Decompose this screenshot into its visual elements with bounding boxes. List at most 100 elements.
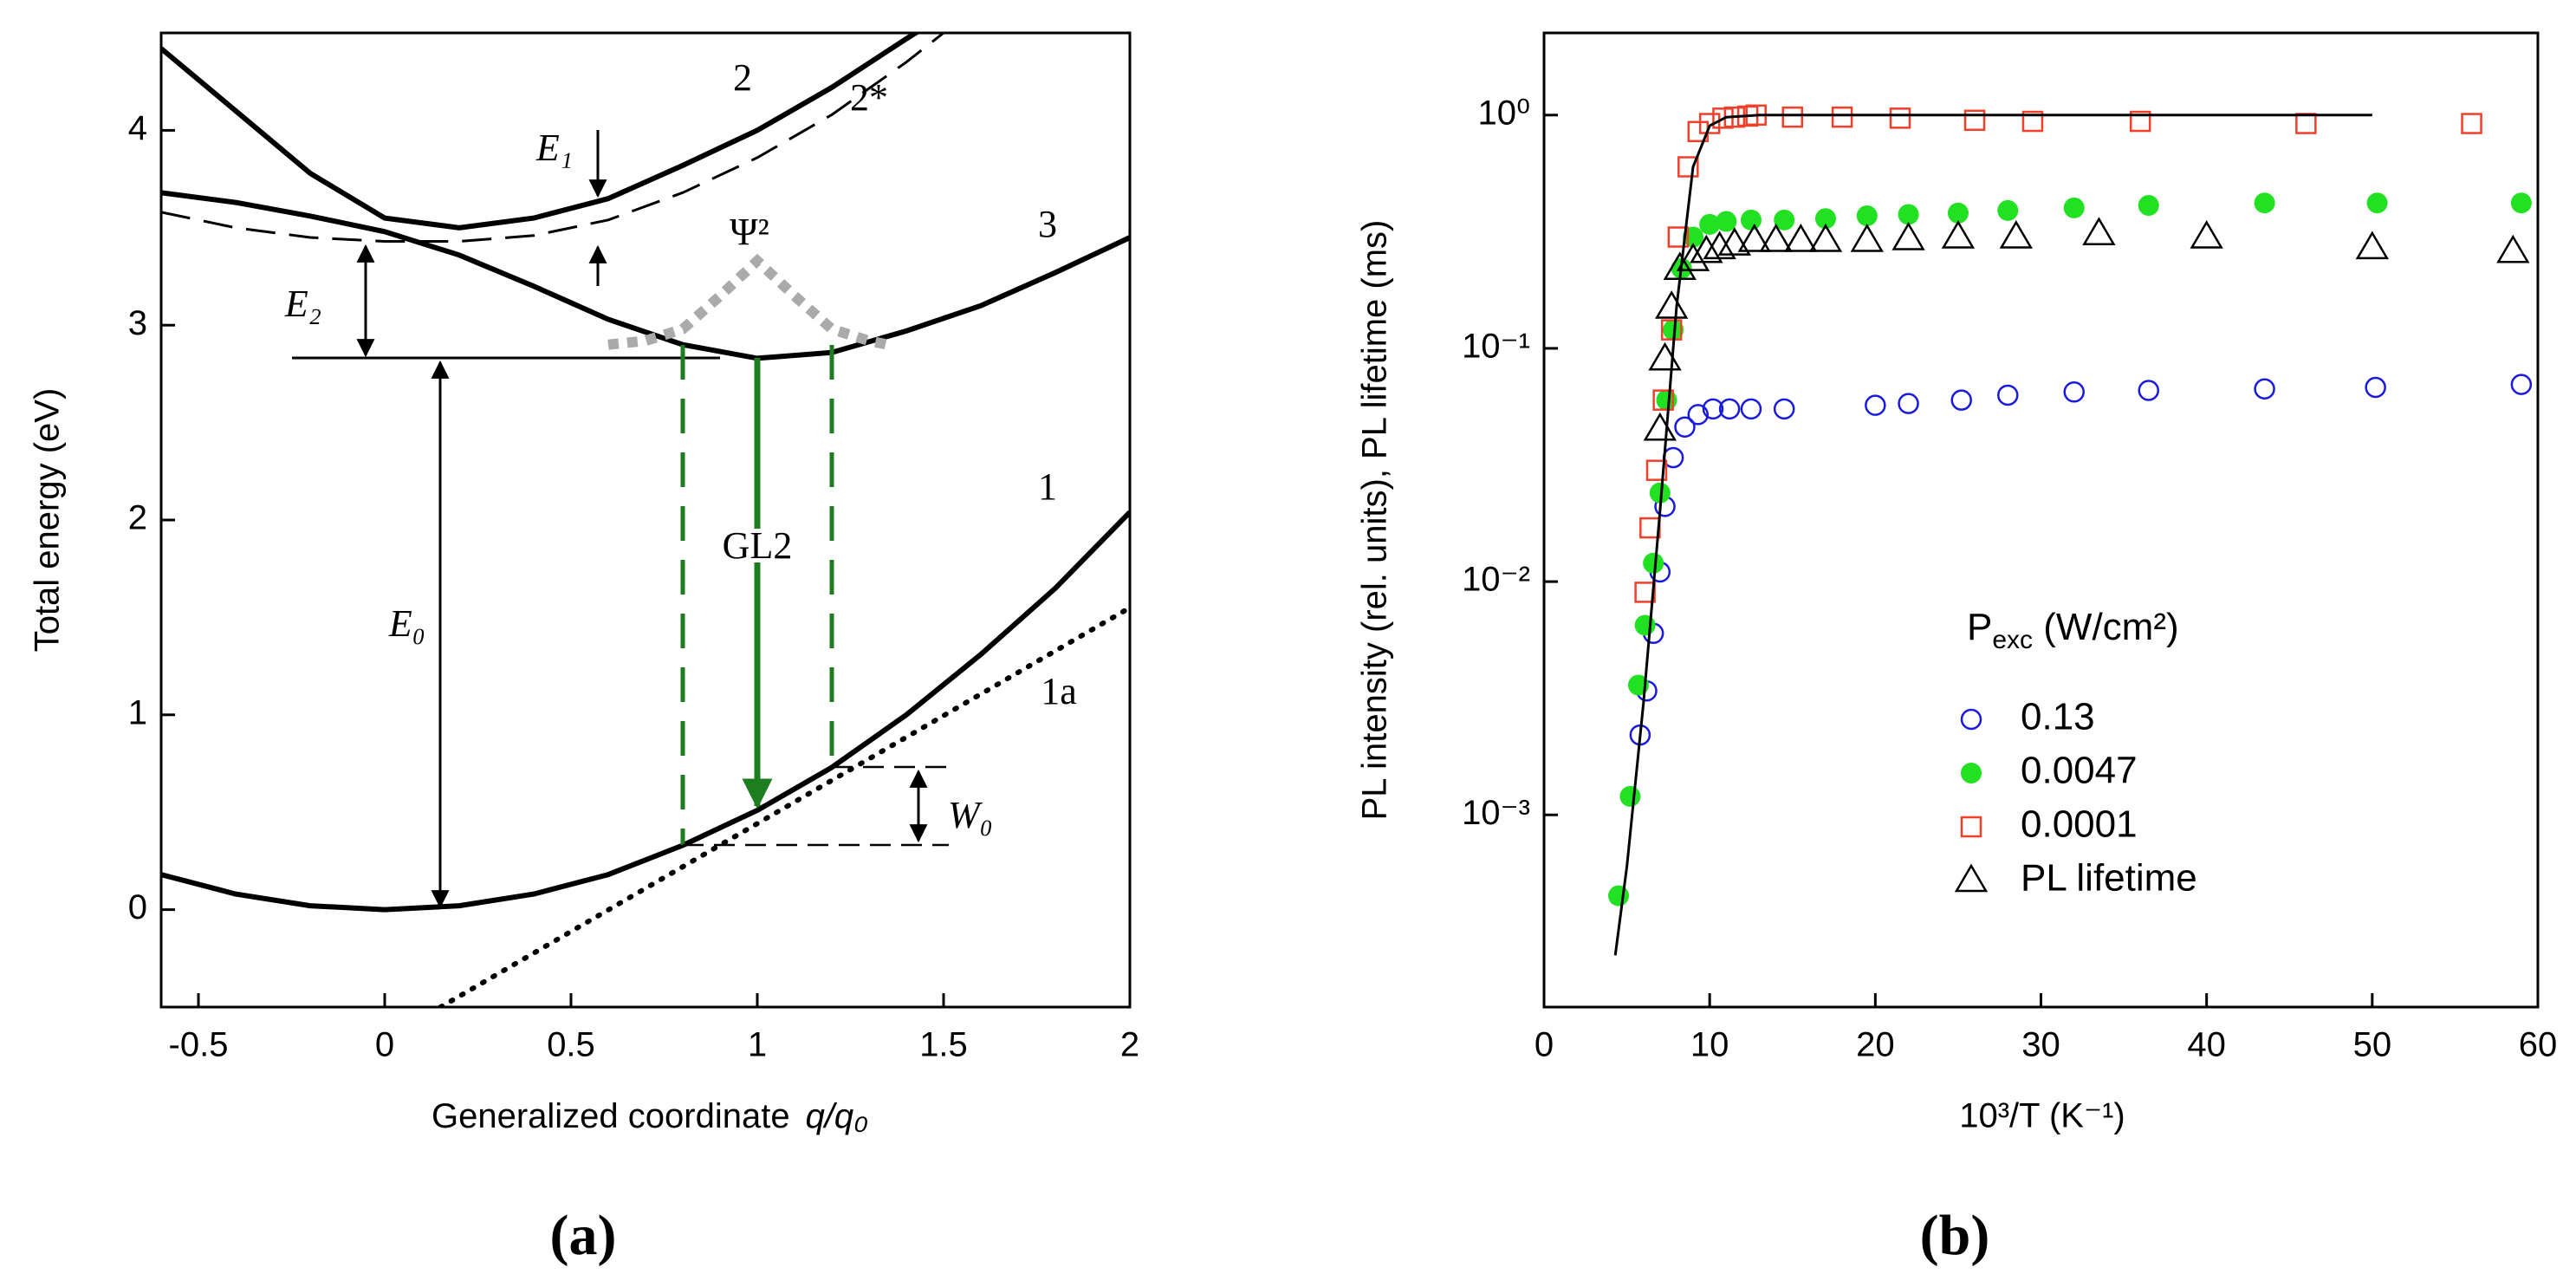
marker (1781, 106, 1803, 128)
legend-label: 0.0047 (2021, 750, 2138, 792)
y-tick-label: 2 (128, 499, 147, 537)
annotation: E₂ (284, 283, 321, 325)
marker (2063, 381, 2085, 403)
marker (1997, 199, 2019, 221)
marker (1774, 209, 1795, 231)
marker (1717, 227, 1752, 256)
y-axis-label: PL intensity (rel. units), PL lifetime (… (1356, 220, 1394, 821)
x-axis-label: Generalized coordinate q/q₀ (431, 1097, 868, 1135)
x-axis-label-var: q/q₀ (806, 1097, 868, 1135)
panel-a: 2 2* 3 1 1a E₁ E₂ E₀ W₀ Ψ² GL2 Total ene… (29, 31, 1139, 1267)
x-tick-label: 10 (1690, 1026, 1729, 1064)
annotation: 2* (850, 76, 888, 119)
annotation: 2 (733, 56, 752, 99)
marker (1718, 398, 1741, 420)
marker (1947, 202, 1969, 224)
legend-label: 0.13 (2021, 696, 2095, 738)
y-tick-label: 0 (128, 888, 147, 926)
x-tick-label: 30 (2021, 1026, 2060, 1064)
marker (2510, 374, 2533, 395)
marker (1889, 107, 1911, 129)
marker (1687, 404, 1710, 426)
y-tick-label: 4 (128, 109, 147, 147)
marker (2190, 220, 2223, 249)
marker (2063, 197, 2085, 218)
marker (2138, 195, 2159, 217)
y-tick-label: 10⁻¹ (1462, 328, 1530, 366)
marker (1674, 416, 1696, 438)
marker (2295, 113, 2317, 134)
marker (1999, 220, 2034, 249)
x-tick-label: 2 (1120, 1026, 1139, 1064)
marker (1963, 109, 1986, 132)
y-tick-label: 3 (128, 304, 147, 342)
marker (1652, 389, 1674, 411)
marker (1997, 384, 2019, 406)
annotation: 1a (1041, 670, 1077, 712)
marker (1643, 412, 1677, 441)
marker (2082, 217, 2116, 245)
y-axis-label: Total energy (eV) (29, 388, 67, 653)
marker (2021, 110, 2044, 133)
curve (161, 190, 1130, 361)
x-axis-label: 10³/T (K⁻¹) (1959, 1097, 2125, 1135)
legend-title: Pexc (W/cm²) (1967, 606, 2179, 654)
marker (2129, 110, 2151, 133)
marker (2138, 380, 2160, 401)
curve (607, 253, 889, 350)
marker (1856, 205, 1878, 227)
marker (1619, 785, 1641, 807)
marker (1808, 224, 1843, 252)
marker (1850, 224, 1884, 252)
annotation: 3 (1038, 203, 1057, 245)
marker (1698, 113, 1721, 134)
curve (1613, 114, 2372, 956)
marker (2254, 192, 2275, 214)
marker (1898, 393, 1919, 414)
y-tick-label: 1 (128, 693, 147, 731)
marker (1898, 204, 1919, 225)
marker (1667, 226, 1690, 248)
legend-title-rest: (W/cm²) (2033, 606, 2179, 648)
legend-label: 0.0001 (2021, 803, 2138, 846)
curve (161, 33, 944, 243)
marker (1865, 394, 1886, 416)
marker (1649, 482, 1671, 504)
marker (1773, 398, 1795, 420)
marker (1737, 224, 1771, 252)
panel-label: (a) (550, 1204, 617, 1267)
marker (1891, 222, 1925, 250)
marker (1690, 234, 1723, 263)
marker (1712, 107, 1734, 129)
marker (2496, 234, 2530, 263)
marker (1954, 863, 1989, 893)
x-axis-label-text: Generalized coordinate (431, 1097, 790, 1135)
marker (1759, 224, 1793, 252)
y-tick-label: 10⁻² (1462, 561, 1530, 599)
marker (2365, 376, 2386, 399)
marks (1608, 104, 2533, 956)
x-tick-label: 1 (748, 1026, 767, 1064)
curve (161, 33, 921, 231)
marker (1634, 582, 1656, 603)
marker (1716, 211, 1737, 232)
annotation: Ψ² (730, 211, 769, 253)
x-tick-label: -0.5 (169, 1026, 229, 1064)
marker (1699, 213, 1721, 235)
x-tick-label: 0 (1535, 1026, 1554, 1064)
curve (438, 605, 1130, 1007)
marker (2366, 192, 2388, 214)
marker (2461, 113, 2482, 134)
marker (1643, 552, 1664, 574)
marker (1703, 231, 1736, 260)
legend-title-main: P (1967, 606, 1992, 648)
annotation: W₀ (948, 794, 993, 836)
x-tick-label: 0 (375, 1026, 394, 1064)
curves (161, 33, 1130, 1007)
marker (1831, 106, 1853, 128)
marker (1961, 763, 1982, 783)
marker (1960, 816, 1982, 838)
marker (1814, 208, 1836, 230)
